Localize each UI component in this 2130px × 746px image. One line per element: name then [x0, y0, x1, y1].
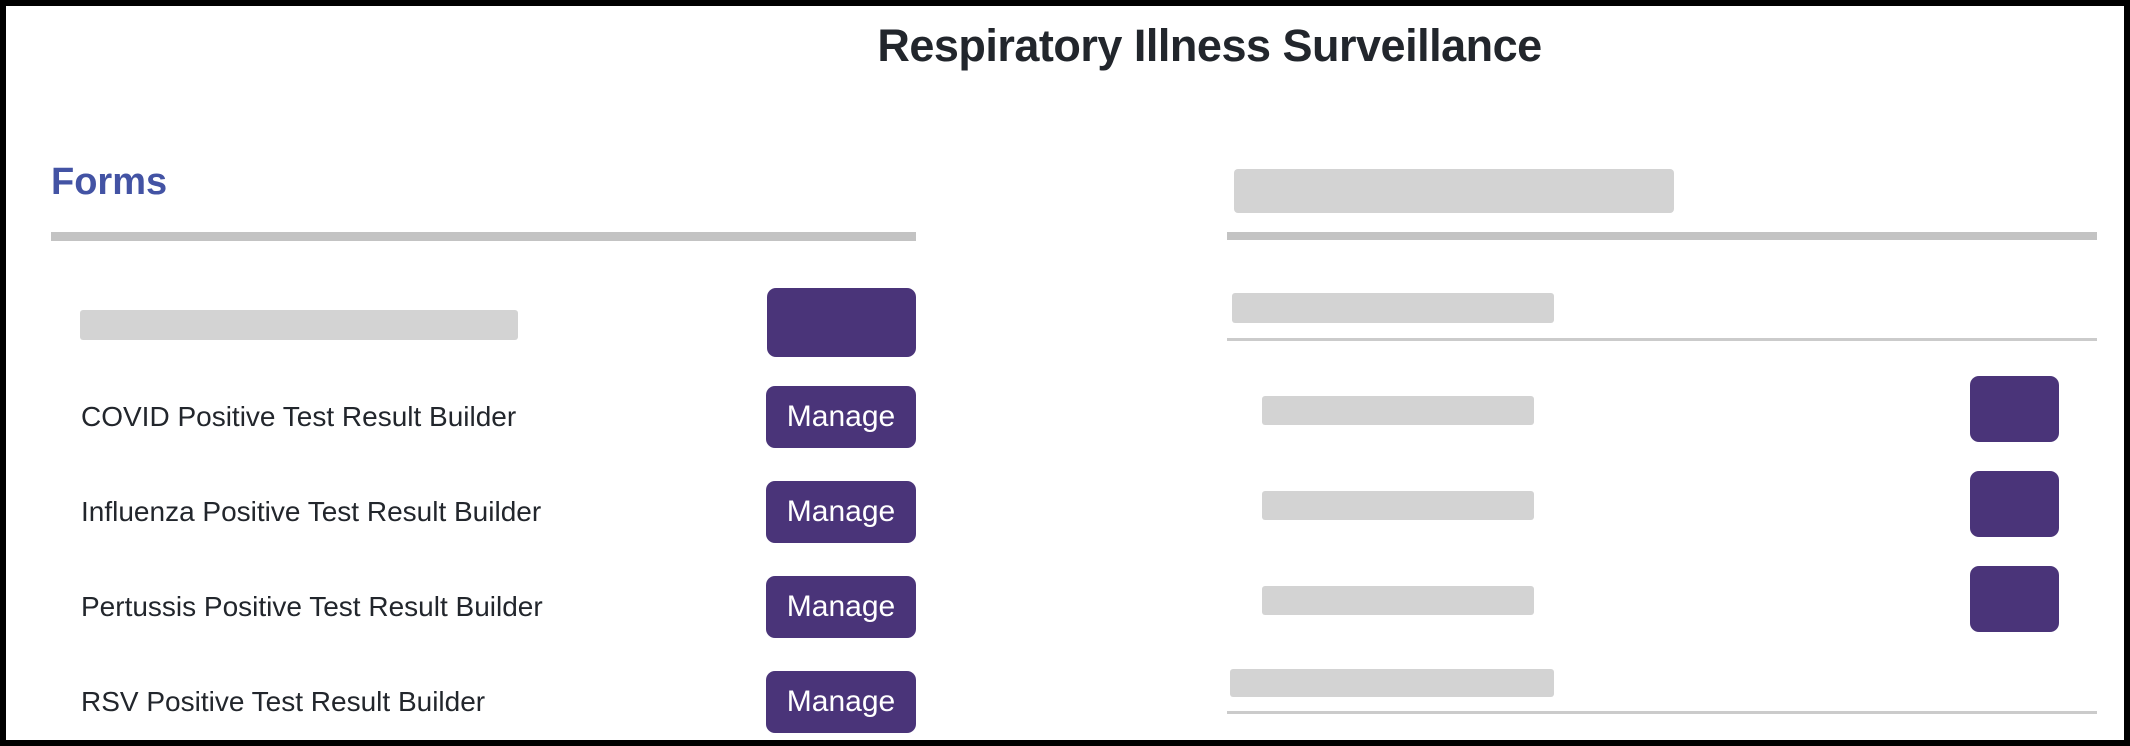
panel-action-button[interactable] [1970, 471, 2059, 537]
panel-row-label-skeleton [1262, 586, 1534, 615]
form-row-label: Influenza Positive Test Result Builder [81, 496, 542, 527]
panel-subtitle-skeleton [1232, 293, 1554, 323]
form-row-label: Pertussis Positive Test Result Builder [81, 591, 543, 622]
panel-divider [1227, 232, 2097, 240]
form-row-label-skeleton [80, 310, 518, 340]
manage-button-skeleton[interactable] [767, 288, 916, 357]
panel-thin-divider-top [1227, 338, 2097, 341]
forms-section-heading: Forms [51, 161, 168, 203]
panel-title-skeleton [1234, 169, 1674, 213]
panel-row-label-skeleton [1262, 396, 1534, 425]
form-row-label: RSV Positive Test Result Builder [81, 686, 486, 717]
form-row-label: COVID Positive Test Result Builder [81, 401, 517, 432]
panel-action-button[interactable] [1970, 376, 2059, 442]
manage-button-rsv[interactable]: Manage [766, 671, 916, 733]
forms-section-divider [51, 232, 916, 241]
manage-button-pertussis[interactable]: Manage [766, 576, 916, 638]
panel-row-label-skeleton [1262, 491, 1534, 520]
manage-button-covid[interactable]: Manage [766, 386, 916, 448]
panel-thin-divider-bottom [1227, 711, 2097, 714]
manage-button-influenza[interactable]: Manage [766, 481, 916, 543]
panel-footer-skeleton [1230, 669, 1554, 697]
panel-action-button[interactable] [1970, 566, 2059, 632]
page-title: Respiratory Illness Surveillance [877, 20, 1542, 71]
